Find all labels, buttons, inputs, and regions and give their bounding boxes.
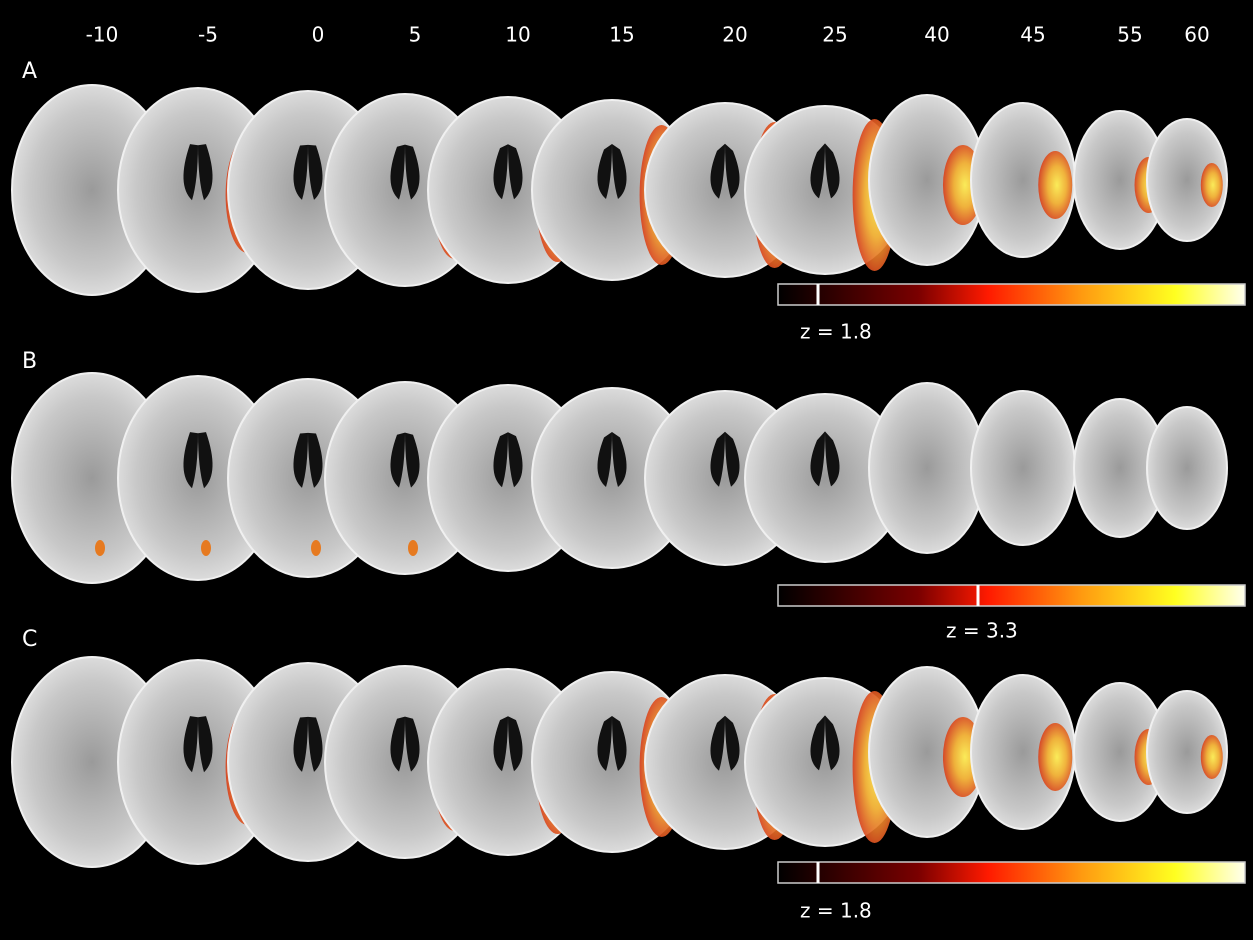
page: -10-5051015202540455560Az = 1.8Bz = 3.3C…: [0, 0, 1253, 940]
activation: [95, 540, 105, 556]
slice-label: 25: [822, 23, 847, 47]
figure: -10-5051015202540455560Az = 1.8Bz = 3.3C…: [0, 0, 1253, 940]
colorbar: [778, 862, 1245, 883]
slice-label: 45: [1020, 23, 1045, 47]
threshold-marker: [817, 862, 820, 883]
panel: Cz = 1.8: [12, 627, 1245, 923]
panel: Az = 1.8: [12, 59, 1245, 344]
activation: [1201, 163, 1223, 207]
panel-label: A: [22, 59, 37, 84]
panel: Bz = 3.3: [12, 349, 1245, 643]
threshold-label: z = 1.8: [800, 899, 872, 923]
slice-label: 5: [409, 23, 422, 47]
activation: [1038, 723, 1072, 791]
threshold-label: z = 3.3: [946, 619, 1018, 643]
threshold-marker: [977, 585, 980, 606]
activation: [1201, 735, 1223, 779]
slice-label: 10: [505, 23, 530, 47]
brain-slice: [971, 391, 1075, 545]
colorbar: [778, 284, 1245, 305]
slice-label: 0: [312, 23, 325, 47]
panel-label: C: [22, 627, 37, 652]
slice-label: -5: [198, 23, 218, 47]
colorbar: [778, 585, 1245, 606]
threshold-marker: [817, 284, 820, 305]
activation: [201, 540, 211, 556]
slice-label: 40: [924, 23, 949, 47]
brain-slice: [1147, 407, 1227, 529]
slice-label: 15: [609, 23, 634, 47]
panel-label: B: [22, 349, 37, 374]
activation: [311, 540, 321, 556]
activation: [1038, 151, 1072, 219]
brain-slice: [869, 383, 985, 553]
slice-label: 60: [1184, 23, 1209, 47]
slice-label: -10: [86, 23, 119, 47]
slice-label: 55: [1117, 23, 1142, 47]
threshold-label: z = 1.8: [800, 320, 872, 344]
activation: [408, 540, 418, 556]
slice-label: 20: [722, 23, 747, 47]
